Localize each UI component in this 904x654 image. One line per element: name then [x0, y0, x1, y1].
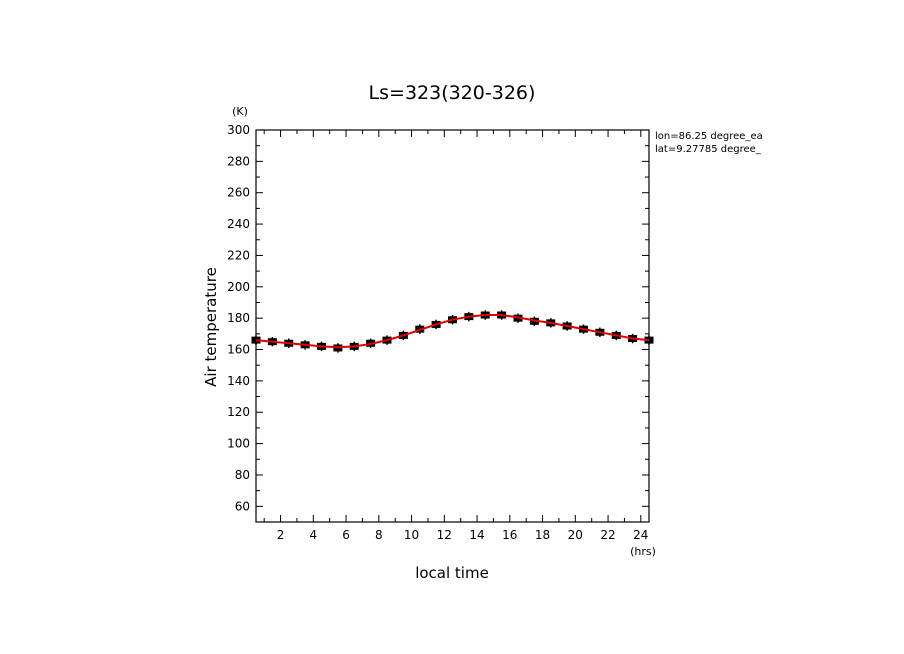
x-tick-label: 6	[342, 528, 350, 542]
x-tick-label: 4	[309, 528, 317, 542]
y-tick-label: 240	[227, 217, 250, 231]
y-tick-label: 60	[235, 499, 250, 513]
y-tick-label: 220	[227, 248, 250, 262]
x-tick-label: 2	[277, 528, 285, 542]
y-tick-label: 260	[227, 186, 250, 200]
x-tick-label: 18	[535, 528, 550, 542]
y-tick-label: 300	[227, 123, 250, 137]
y-tick-label: 100	[227, 437, 250, 451]
x-tick-label: 10	[404, 528, 419, 542]
series-line-mean	[255, 314, 650, 349]
x-tick-label: 12	[437, 528, 452, 542]
y-tick-label: 280	[227, 154, 250, 168]
annotation-lon: lon=86.25 degree_ea	[655, 131, 763, 142]
x-tick-label: 8	[375, 528, 383, 542]
x-tick-label: 20	[568, 528, 583, 542]
x-axis-label: local time	[415, 564, 489, 582]
x-unit-label: (hrs)	[630, 545, 656, 558]
y-axis-label: Air temperature	[202, 267, 220, 387]
y-tick-label: 200	[227, 280, 250, 294]
y-tick-label: 180	[227, 311, 250, 325]
x-tick-label: 14	[469, 528, 484, 542]
y-unit-label: (K)	[232, 105, 248, 118]
x-tick-label: 24	[633, 528, 648, 542]
x-tick-label: 22	[600, 528, 615, 542]
x-tick-label: 16	[502, 528, 517, 542]
chart-title: Ls=323(320-326)	[369, 82, 536, 104]
y-tick-label: 120	[227, 405, 250, 419]
data-point	[644, 336, 654, 344]
y-tick-label: 140	[227, 374, 250, 388]
y-tick-label: 80	[235, 468, 250, 482]
annotation-lat: lat=9.27785 degree_	[655, 144, 762, 155]
plot-frame	[255, 129, 650, 523]
y-tick-label: 160	[227, 343, 250, 357]
